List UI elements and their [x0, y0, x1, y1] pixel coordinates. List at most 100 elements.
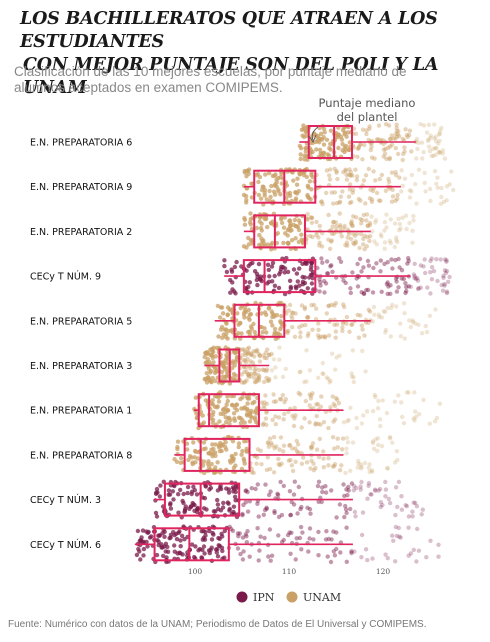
data-point [390, 187, 395, 192]
data-point [264, 505, 269, 510]
data-point [266, 554, 271, 559]
data-point [347, 140, 352, 145]
data-point [180, 498, 185, 504]
data-point [378, 423, 383, 429]
data-point [163, 549, 168, 554]
data-point [244, 369, 249, 375]
data-point [322, 290, 327, 295]
data-point [253, 486, 258, 492]
data-point [210, 353, 215, 358]
data-point [179, 456, 184, 461]
data-point [252, 371, 257, 376]
data-point [401, 301, 407, 306]
data-point [347, 187, 352, 192]
data-point [294, 449, 300, 454]
data-point [382, 228, 387, 233]
data-point [296, 390, 301, 396]
data-point [341, 420, 347, 425]
data-point [249, 195, 255, 200]
data-point [394, 289, 400, 294]
data-point [434, 257, 439, 262]
data-point [244, 449, 249, 454]
data-point [343, 167, 348, 172]
data-point [411, 416, 416, 421]
data-point [359, 464, 364, 470]
data-point [235, 331, 241, 336]
data-point [331, 219, 336, 225]
data-point [344, 177, 350, 182]
data-point [220, 335, 225, 340]
data-point [314, 413, 319, 419]
data-point [375, 137, 381, 142]
data-point [388, 137, 393, 142]
data-point [264, 197, 269, 202]
data-point [387, 434, 393, 440]
data-point [368, 492, 373, 497]
data-point [309, 172, 314, 178]
data-point [310, 276, 315, 281]
data-point [412, 275, 417, 281]
data-point [287, 443, 292, 448]
data-point [264, 367, 270, 372]
data-point [406, 284, 411, 289]
data-point [250, 360, 255, 365]
data-point [327, 177, 333, 182]
data-point [391, 136, 396, 141]
data-point [326, 303, 331, 309]
data-point [225, 398, 230, 404]
data-point [404, 226, 409, 232]
data-point [393, 132, 398, 137]
data-point [210, 375, 215, 381]
data-point [282, 411, 287, 417]
data-point [439, 194, 444, 200]
data-point [297, 220, 303, 226]
data-point [278, 435, 284, 440]
data-point [320, 201, 325, 207]
data-point [410, 318, 415, 323]
data-point [213, 442, 218, 447]
data-point [279, 461, 284, 466]
data-point [298, 330, 303, 335]
data-point [204, 371, 209, 376]
data-point [240, 353, 245, 358]
data-point [387, 155, 393, 161]
data-point [310, 441, 316, 446]
data-point [246, 263, 251, 269]
data-point [359, 532, 365, 538]
data-point [383, 487, 389, 492]
data-point [342, 514, 347, 520]
data-point [234, 354, 240, 360]
data-point [201, 529, 206, 534]
data-point [421, 149, 426, 155]
data-point [223, 334, 228, 340]
data-point [428, 135, 433, 141]
iqr-box [163, 482, 241, 517]
data-point [364, 131, 369, 137]
data-point [407, 188, 413, 193]
data-point [411, 500, 416, 505]
data-point [236, 441, 242, 446]
data-point [275, 491, 280, 496]
data-point [240, 511, 245, 517]
data-point [414, 504, 420, 509]
data-point [249, 181, 254, 186]
x-tick-label: 120 [376, 567, 391, 576]
data-point [277, 396, 283, 402]
data-point [394, 125, 399, 131]
data-point [334, 169, 339, 174]
data-point [410, 228, 415, 233]
data-point [213, 354, 219, 359]
data-point [219, 305, 225, 310]
data-point [435, 278, 440, 284]
data-point [403, 213, 409, 218]
data-point [306, 549, 311, 554]
data-point [305, 217, 310, 222]
data-point [332, 190, 338, 195]
data-point [356, 196, 361, 202]
data-point [399, 168, 404, 173]
data-point [342, 304, 347, 310]
data-point [291, 502, 297, 507]
data-point [367, 469, 372, 475]
data-point [291, 492, 297, 497]
data-point [375, 442, 381, 448]
